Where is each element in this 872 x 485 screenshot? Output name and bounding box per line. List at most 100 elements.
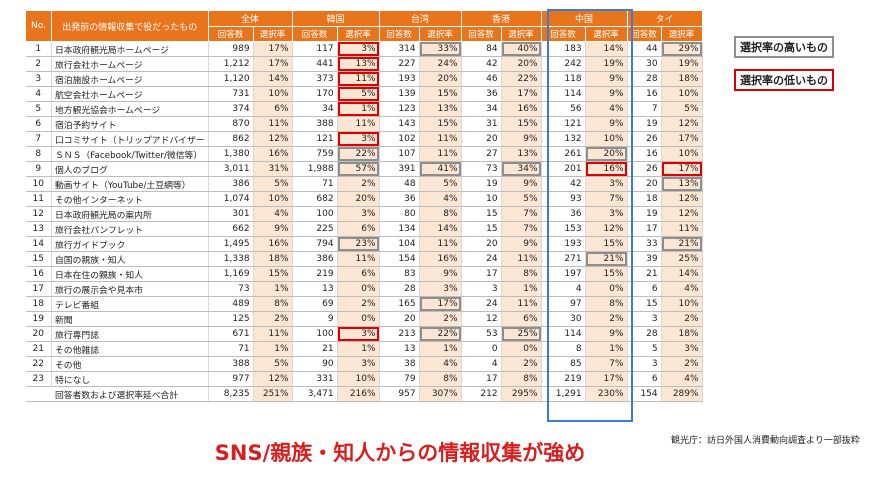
header-group-thailand: タイ — [626, 10, 703, 27]
count-cell: 441 — [292, 56, 338, 72]
rate-cell: 2% — [253, 311, 293, 327]
table-row: 21 その他雑誌 71 1% 21 1% 13 1% 0 0% 8 1% 5 3% — [25, 341, 703, 357]
row-item-name: 個人のブログ — [51, 161, 209, 177]
count-cell: 26 — [627, 161, 662, 177]
row-item-name: 航空会社ホームページ — [51, 86, 209, 102]
row-number: 12 — [25, 206, 52, 222]
rate-cell: 6% — [253, 101, 293, 117]
rate-cell: 7% — [501, 221, 542, 237]
count-cell: 16 — [627, 86, 662, 102]
count-cell: 219 — [292, 266, 338, 282]
count-cell: 143 — [379, 116, 420, 132]
total-label: 回答者数および選択率延べ合計 — [25, 386, 209, 402]
count-cell: 12 — [461, 311, 502, 327]
count-cell: 31 — [461, 116, 502, 132]
rate-cell: 17% — [661, 131, 703, 147]
count-cell: 114 — [541, 86, 586, 102]
count-cell: 48 — [379, 176, 420, 192]
table-row: 17 旅行の展示会や見本市 73 1% 13 0% 28 3% 3 1% 4 0% 6 4% — [25, 281, 703, 297]
subheader-rate: 選択率 — [252, 26, 293, 42]
table-row: 5 地方観光協会ホームページ 374 6% 34 1% 123 13% 34 16% 56 4% 7 5% — [25, 101, 703, 117]
subheader-rate: 選択率 — [418, 26, 462, 42]
rate-cell: 11% — [419, 146, 462, 162]
rate-cell: 9% — [253, 221, 293, 237]
rate-cell: 4% — [253, 206, 293, 222]
table-row: 18 テレビ番組 489 8% 69 2% 165 17% 24 11% 97 8% 15 10% — [25, 296, 703, 312]
rate-cell: 10% — [253, 191, 293, 207]
rate-cell: 22% — [501, 71, 542, 87]
rate-cell: 8% — [419, 371, 462, 387]
subheader-count: 回答数 — [207, 26, 254, 42]
row-item-name: その他雑誌 — [51, 341, 209, 357]
total-count-cell: 8,235 — [208, 386, 254, 402]
rate-cell: 12% — [661, 191, 703, 207]
rate-cell: 6% — [337, 221, 380, 237]
count-cell: 17 — [627, 221, 662, 237]
table-row: 20 旅行専門誌 671 11% 100 3% 213 22% 53 25% 114 9% 28 18% — [25, 326, 703, 342]
count-cell: 731 — [208, 86, 254, 102]
count-cell: 183 — [541, 41, 586, 57]
rate-cell: 11% — [419, 131, 462, 147]
row-item-name: その他 — [51, 356, 209, 372]
rate-cell: 5% — [419, 176, 462, 192]
subheader-rate: 選択率 — [660, 26, 703, 42]
rate-cell: 9% — [501, 236, 542, 252]
rate-cell: 9% — [585, 86, 628, 102]
count-cell: 90 — [292, 356, 338, 372]
count-cell: 18 — [627, 191, 662, 207]
count-cell: 114 — [541, 326, 586, 342]
rate-cell: 17% — [585, 371, 628, 387]
count-cell: 80 — [379, 206, 420, 222]
row-number: 14 — [25, 236, 52, 252]
count-cell: 100 — [292, 326, 338, 342]
rate-cell: 5% — [253, 356, 293, 372]
total-rate-cell: 289% — [661, 386, 703, 402]
rate-cell: 12% — [661, 116, 703, 132]
count-cell: 85 — [541, 356, 586, 372]
row-item-name: その他インターネット — [51, 191, 209, 207]
rate-cell: 17% — [419, 296, 462, 312]
total-count-cell: 957 — [379, 386, 420, 402]
row-item-name: 宿泊施設ホームページ — [51, 71, 209, 87]
count-cell: 121 — [541, 116, 586, 132]
rate-cell: 13% — [337, 56, 380, 72]
rate-cell: 10% — [253, 86, 293, 102]
row-item-name: 動画サイト（YouTube/土豆網等） — [51, 176, 209, 192]
row-number: 2 — [25, 56, 52, 72]
count-cell: 227 — [379, 56, 420, 72]
rate-cell: 23% — [337, 236, 380, 252]
count-cell: 0 — [461, 341, 502, 357]
rate-cell: 19% — [661, 56, 703, 72]
rate-cell: 14% — [419, 221, 462, 237]
rate-cell: 5% — [253, 176, 293, 192]
count-cell: 225 — [292, 221, 338, 237]
rate-cell: 3% — [337, 131, 380, 147]
row-number: 21 — [25, 341, 52, 357]
row-number: 7 — [25, 131, 52, 147]
count-cell: 73 — [461, 161, 502, 177]
row-number: 11 — [25, 191, 52, 207]
count-cell: 27 — [461, 146, 502, 162]
row-number: 3 — [25, 71, 52, 87]
subheader-count: 回答数 — [291, 26, 338, 42]
count-cell: 7 — [627, 101, 662, 117]
row-item-name: 特になし — [51, 371, 209, 387]
count-cell: 4 — [541, 281, 586, 297]
rate-cell: 18% — [253, 251, 293, 267]
rate-cell: 25% — [661, 251, 703, 267]
rate-cell: 4% — [661, 281, 703, 297]
count-cell: 30 — [627, 56, 662, 72]
count-cell: 9 — [292, 311, 338, 327]
count-cell: 53 — [461, 326, 502, 342]
header-group-hongkong: 香港 — [460, 10, 542, 27]
subheader-rate: 選択率 — [336, 26, 380, 42]
survey-table-container: No. 出発前の情報収集で役だったもの 全体 韓国 台湾 香港 中国 タイ 回答… — [25, 10, 703, 402]
count-cell: 139 — [379, 86, 420, 102]
count-cell: 69 — [292, 296, 338, 312]
rate-cell: 10% — [337, 371, 380, 387]
count-cell: 19 — [461, 176, 502, 192]
rate-cell: 13% — [419, 101, 462, 117]
table-row: 2 旅行会社ホームページ 1,212 17% 441 13% 227 24% 42 20% 242 1… — [25, 56, 703, 72]
count-cell: 388 — [292, 116, 338, 132]
row-item-name: 旅行ガイドブック — [51, 236, 209, 252]
